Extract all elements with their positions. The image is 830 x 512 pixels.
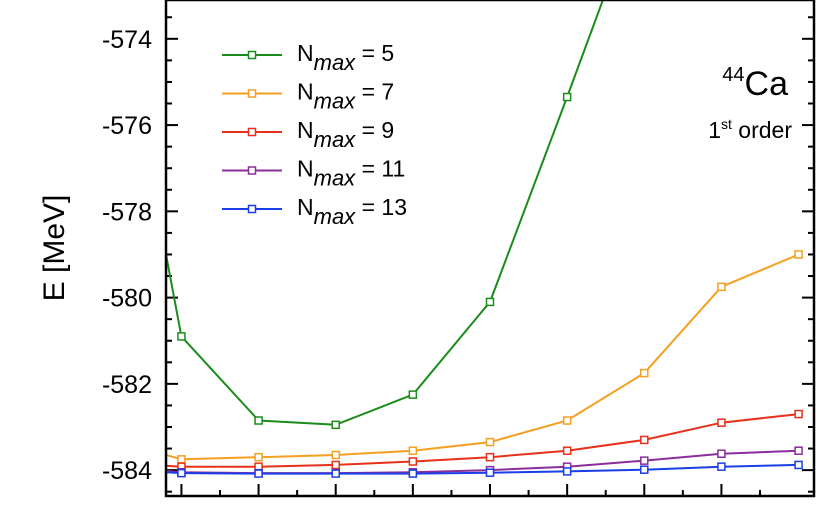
- plot-frame: [164, 0, 816, 498]
- data-point: [640, 368, 649, 378]
- data-point: [640, 465, 649, 474]
- data-point: [794, 460, 803, 470]
- data-point: [254, 469, 263, 478]
- y-tick-label: -574: [102, 26, 152, 54]
- data-point: [794, 250, 803, 259]
- data-point: [717, 418, 726, 427]
- data-point: [562, 416, 572, 425]
- legend-entry: Nmax = 7: [222, 79, 394, 114]
- legend-swatch-marker: [247, 50, 257, 60]
- data-point: [408, 457, 418, 466]
- data-point: [794, 409, 803, 419]
- data-point: [485, 452, 495, 462]
- series-line: [166, 413, 799, 468]
- legend-swatch-marker: [247, 127, 257, 137]
- y-axis-label: E [MeV]: [38, 195, 71, 302]
- data-point: [408, 446, 418, 455]
- legend-entry: Nmax = 9: [222, 117, 394, 152]
- x-axis-ticks: [180, 484, 761, 496]
- y-tick-label: -580: [102, 285, 152, 313]
- series-2: [166, 250, 803, 464]
- data-point: [254, 452, 263, 462]
- data-point: [177, 332, 186, 341]
- data-point: [794, 446, 803, 455]
- data-point: [640, 456, 649, 465]
- y-tick-label: -576: [102, 112, 152, 140]
- data-point: [562, 446, 572, 455]
- legend-entry: Nmax = 11: [222, 156, 405, 191]
- series-line: [166, 253, 799, 461]
- data-point: [485, 468, 495, 477]
- series-line: [166, 463, 799, 475]
- data-point: [408, 469, 418, 478]
- y-tick-label: -578: [102, 198, 152, 226]
- series-1: [166, 0, 604, 430]
- y-tick-label: -582: [102, 371, 152, 399]
- data-point: [717, 449, 726, 458]
- series-layer: [166, 0, 803, 478]
- data-point: [177, 455, 186, 464]
- data-point: [177, 468, 186, 478]
- order-label: 1st order: [708, 116, 792, 143]
- data-point: [331, 469, 340, 478]
- nucleus-label: 44Ca: [722, 64, 788, 103]
- legend-entry: Nmax = 5: [222, 40, 394, 75]
- legend-label: Nmax = 11: [297, 156, 405, 191]
- data-point: [254, 416, 263, 425]
- data-point: [717, 282, 726, 292]
- nucleus-annotation: 44Ca 1st order: [708, 64, 792, 143]
- data-point: [331, 450, 340, 460]
- y-tick-label: -584: [102, 457, 152, 485]
- legend-entry: Nmax = 13: [222, 194, 407, 229]
- legend-label: Nmax = 13: [297, 194, 407, 229]
- y-axis-ticks: -574 -576 -578 -580 -582 -584: [102, 16, 814, 493]
- data-point: [331, 420, 340, 430]
- legend-label: Nmax = 9: [297, 117, 394, 152]
- series-3: [166, 409, 803, 471]
- data-point: [640, 435, 649, 445]
- legend-label: Nmax = 7: [297, 79, 394, 114]
- data-point: [408, 390, 418, 399]
- data-point: [562, 92, 572, 102]
- legend-label: Nmax = 5: [297, 40, 394, 75]
- data-point: [485, 437, 495, 447]
- data-point: [331, 460, 340, 470]
- data-point: [562, 467, 572, 476]
- legend-swatch-marker: [247, 89, 257, 98]
- data-point: [485, 297, 495, 307]
- legend-swatch-marker: [247, 204, 257, 214]
- series-line: [166, 0, 604, 426]
- legend-swatch-marker: [247, 166, 257, 175]
- data-point: [717, 462, 726, 471]
- series-5: [166, 460, 803, 478]
